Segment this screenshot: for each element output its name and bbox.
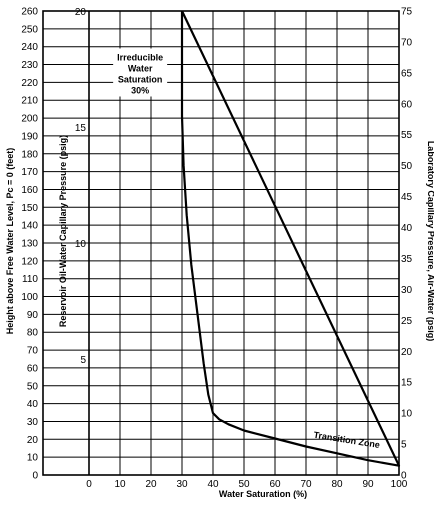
x-tick-label: 10 — [114, 479, 126, 490]
right-tick-label: 45 — [401, 192, 413, 203]
x-tick-label: 20 — [145, 479, 157, 490]
x-tick-label: 60 — [269, 479, 281, 490]
annotation-transition-zone: Transition Zone — [313, 430, 381, 450]
y-axis-label-inner: Reservoir Oil-Water Capillary Pressure (… — [58, 135, 68, 327]
annotation-line: 30% — [131, 85, 149, 95]
inner-tick-label: 5 — [80, 355, 86, 366]
annotation-line: Irreducible — [117, 52, 163, 62]
capillary-pressure-curve — [180, 10, 401, 467]
right-tick-label: 65 — [401, 68, 413, 79]
left-tick-label: 0 — [32, 471, 38, 482]
left-tick-label: 60 — [27, 363, 39, 374]
left-tick-label: 200 — [21, 114, 38, 125]
left-tick-label: 180 — [21, 149, 38, 160]
plot-frame — [42, 10, 400, 476]
left-tick-label: 160 — [21, 185, 38, 196]
left-tick-label: 20 — [27, 435, 39, 446]
right-tick-label: 0 — [401, 471, 407, 482]
right-tick-label: 10 — [401, 409, 413, 420]
left-tick-label: 90 — [27, 310, 39, 321]
left-tick-label: 190 — [21, 131, 38, 142]
left-tick-label: 170 — [21, 167, 38, 178]
left-tick-label: 210 — [21, 96, 38, 107]
x-tick-label: 40 — [207, 479, 219, 490]
left-tick-label: 130 — [21, 239, 38, 250]
right-tick-label: 50 — [401, 161, 413, 172]
x-tick-label: 70 — [300, 479, 312, 490]
left-tick-label: 50 — [27, 381, 39, 392]
inner-tick-label: 10 — [75, 239, 87, 250]
x-axis-label: Water Saturation (%) — [219, 489, 307, 499]
annotation-background — [113, 48, 168, 97]
right-tick-label: 15 — [401, 378, 413, 389]
left-tick-label: 40 — [27, 399, 39, 410]
inner-tick-label: 15 — [75, 123, 87, 134]
series — [180, 10, 401, 467]
x-axis-ticks: 0 10 20 30 40 50 60 70 80 90 100 — [86, 479, 408, 490]
left-tick-label: 30 — [27, 417, 39, 428]
right-tick-label: 75 — [401, 7, 413, 18]
right-tick-label: 25 — [401, 316, 413, 327]
x-tick-label: 100 — [391, 479, 408, 490]
left-tick-label: 250 — [21, 24, 38, 35]
right-tick-label: 5 — [401, 440, 407, 451]
annotation-line: Saturation — [118, 74, 163, 84]
y-axis-label-left: Height above Free Water Level, Pc = 0 (f… — [5, 148, 15, 334]
annotations: Irreducible Water Saturation 30% Transition … — [113, 48, 381, 450]
right-tick-label: 55 — [401, 130, 413, 141]
left-tick-label: 220 — [21, 78, 38, 89]
inner-axis-ticks: 5 10 15 20 — [75, 7, 87, 366]
x-tick-label: 90 — [362, 479, 374, 490]
right-tick-label: 30 — [401, 285, 413, 296]
grid — [43, 11, 399, 475]
inner-tick-label: 20 — [75, 7, 87, 18]
x-tick-label: 80 — [331, 479, 343, 490]
x-tick-label: 50 — [238, 479, 250, 490]
left-tick-label: 150 — [21, 203, 38, 214]
right-tick-label: 40 — [401, 223, 413, 234]
left-tick-label: 110 — [22, 274, 38, 285]
x-tick-label: 30 — [176, 479, 188, 490]
left-tick-label: 120 — [21, 256, 38, 267]
left-axis-ticks: 0 10 20 30 40 50 60 70 80 90 100 110 120 130 140 150 160… — [21, 7, 38, 482]
left-tick-label: 100 — [21, 292, 38, 303]
left-tick-label: 230 — [21, 60, 38, 71]
left-tick-label: 10 — [27, 453, 39, 464]
right-tick-label: 20 — [401, 347, 413, 358]
y-axis-label-right: Laboratory Capillary Pressure, Air-Water… — [426, 141, 434, 341]
right-tick-label: 35 — [401, 254, 413, 265]
right-axis-ticks: 0 5 10 15 20 25 30 35 40 45 50 55 60 65 70 75 — [401, 7, 413, 482]
left-tick-label: 80 — [27, 328, 39, 339]
annotation-line: Water — [128, 63, 153, 73]
left-tick-label: 140 — [21, 221, 38, 232]
x-tick-label: 0 — [86, 479, 92, 490]
annotation-irreducible: Irreducible Water Saturation 30% — [117, 52, 163, 95]
left-tick-label: 260 — [21, 7, 38, 18]
right-tick-label: 70 — [401, 37, 413, 48]
right-tick-label: 60 — [401, 99, 413, 110]
left-tick-label: 70 — [27, 346, 39, 357]
left-tick-label: 240 — [21, 42, 38, 53]
